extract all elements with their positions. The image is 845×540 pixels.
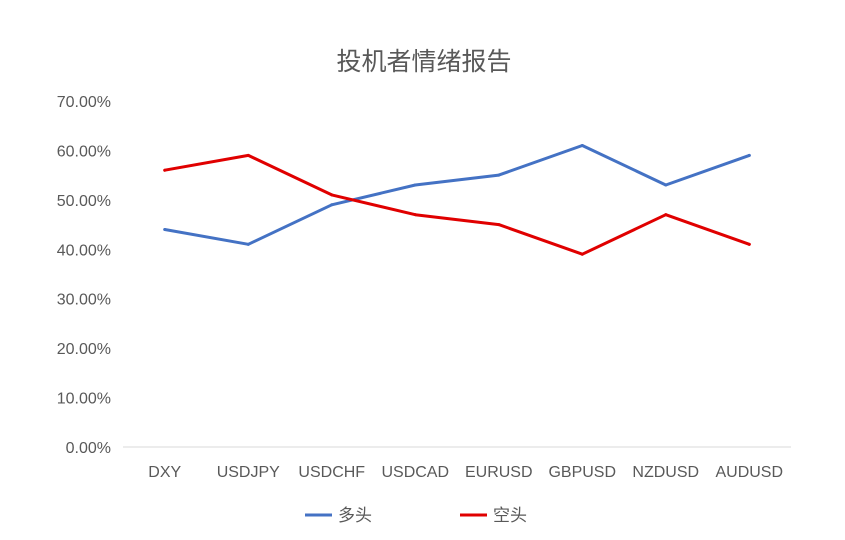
series-line-0 [163,144,751,246]
data-point [664,213,668,217]
data-point [747,242,751,246]
data-point [747,153,751,157]
y-tick-label: 50.00% [57,193,111,210]
x-tick-label: USDJPY [217,464,280,481]
x-tick-label: GBPUSD [548,464,616,481]
x-tick-label: USDCHF [298,464,365,481]
data-point [246,153,250,157]
chart-title: 投机者情绪报告 [336,47,511,76]
x-tick-label: AUDUSD [715,464,783,481]
data-point [246,242,250,246]
legend-label: 多头 [338,506,372,526]
x-tick-label: USDCAD [381,464,449,481]
data-point [580,252,584,256]
y-tick-label: 70.00% [57,94,111,111]
data-point [497,223,501,227]
data-point [163,168,167,172]
y-axis: 0.00% 10.00% 20.00% 30.00% 40.00% 50.00% 60.00… [57,94,111,457]
legend-label: 空头 [493,506,527,526]
y-tick-label: 30.00% [57,292,111,309]
y-tick-label: 40.00% [57,242,111,259]
legend: 多头 空头 [305,506,527,526]
x-tick-label: DXY [148,464,181,481]
series-group [163,143,751,256]
y-tick-label: 0.00% [66,440,111,457]
x-tick-label: NZDUSD [632,464,699,481]
data-point [497,173,501,177]
y-tick-label: 60.00% [57,143,111,160]
data-point [163,228,167,232]
x-axis: DXY USDJPY USDCHF USDCAD EURUSD GBPUSD NZDUSD A… [148,464,783,481]
data-point [330,193,334,197]
series-line-1 [163,153,751,256]
data-point [413,213,417,217]
data-point [330,203,334,207]
y-tick-label: 10.00% [57,391,111,408]
data-point [413,183,417,187]
data-point [580,143,584,147]
y-tick-label: 20.00% [57,341,111,358]
x-tick-label: EURUSD [465,464,533,481]
data-point [664,183,668,187]
